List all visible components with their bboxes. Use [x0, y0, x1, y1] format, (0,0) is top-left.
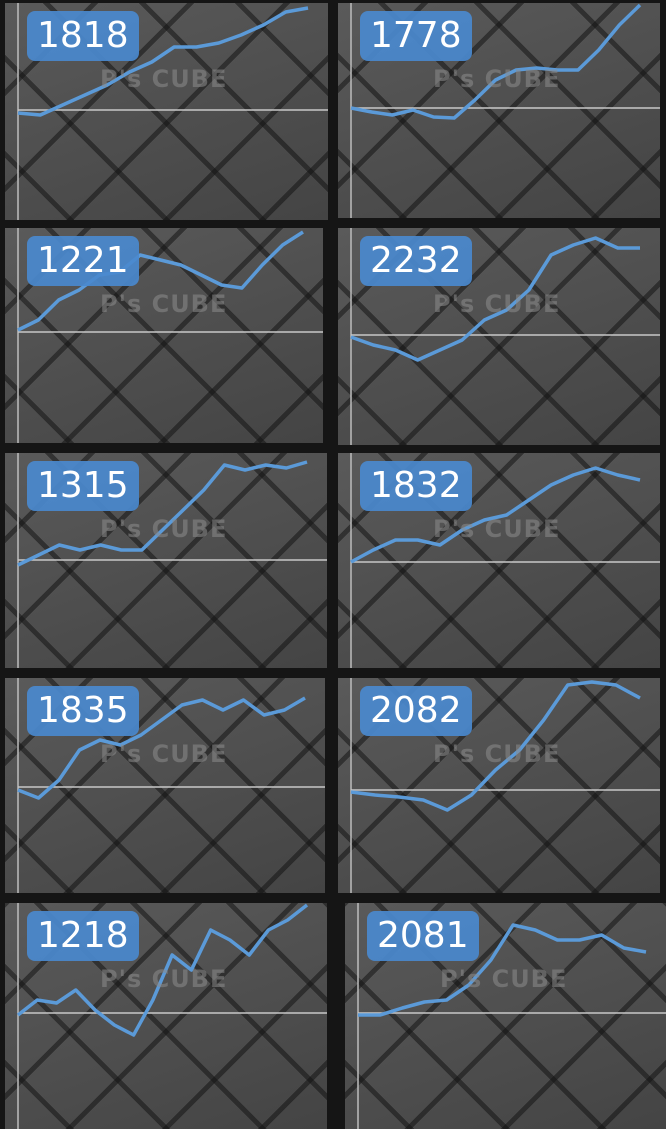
series-line: [350, 3, 642, 120]
graph-svg: [350, 3, 660, 218]
series-line: [17, 460, 308, 567]
machine-number-badge: 2081: [367, 911, 479, 961]
graph-panel[interactable]: P's CUBE 1218: [5, 903, 327, 1129]
series-line: [358, 923, 647, 1017]
graph-svg: [17, 453, 327, 668]
watermark-logo: P's CUBE: [440, 965, 568, 993]
graph-panel[interactable]: P's CUBE 2082: [338, 678, 660, 893]
graph-panel[interactable]: P's CUBE 2081: [345, 903, 666, 1129]
graph-svg: [16, 903, 327, 1129]
watermark-logo: P's CUBE: [433, 290, 561, 318]
watermark-logo: P's CUBE: [433, 740, 561, 768]
series-line: [17, 696, 306, 800]
graph-svg: [17, 228, 323, 443]
graph-svg: [357, 903, 666, 1129]
series-line: [16, 903, 309, 1037]
watermark-logo: P's CUBE: [100, 290, 228, 318]
graph-svg: [350, 228, 660, 445]
watermark-logo: P's CUBE: [100, 965, 228, 993]
graph-svg: [17, 678, 325, 893]
machine-number-badge: 1315: [27, 461, 139, 511]
graph-panel[interactable]: P's CUBE 1835: [5, 678, 325, 893]
machine-number-badge: 2232: [360, 236, 472, 286]
watermark-logo: P's CUBE: [433, 65, 561, 93]
series-line: [350, 466, 641, 564]
graph-panel[interactable]: P's CUBE 1315: [5, 453, 327, 668]
machine-number-badge: 1835: [27, 686, 139, 736]
graph-panel[interactable]: P's CUBE 2232: [338, 228, 660, 445]
watermark-logo: P's CUBE: [100, 515, 228, 543]
watermark-logo: P's CUBE: [100, 65, 228, 93]
graph-panel[interactable]: P's CUBE 1832: [338, 453, 660, 668]
machine-number-badge: 1221: [27, 236, 139, 286]
watermark-logo: P's CUBE: [100, 740, 228, 768]
series-line: [350, 236, 640, 362]
machine-number-badge: 1818: [27, 11, 139, 61]
series-line: [17, 6, 309, 117]
graph-svg: [350, 453, 660, 668]
series-line: [350, 680, 641, 812]
graph-svg: [17, 3, 328, 220]
graph-svg: [350, 678, 660, 893]
machine-number-badge: 2082: [360, 686, 472, 736]
machine-number-badge: 1832: [360, 461, 472, 511]
machine-number-badge: 1778: [360, 11, 472, 61]
series-line: [17, 230, 304, 332]
machine-number-badge: 1218: [27, 911, 139, 961]
graph-panel[interactable]: P's CUBE 1818: [5, 3, 328, 220]
watermark-logo: P's CUBE: [433, 515, 561, 543]
graph-panel[interactable]: P's CUBE 1221: [5, 228, 323, 443]
graph-panel[interactable]: P's CUBE 1778: [338, 3, 660, 218]
